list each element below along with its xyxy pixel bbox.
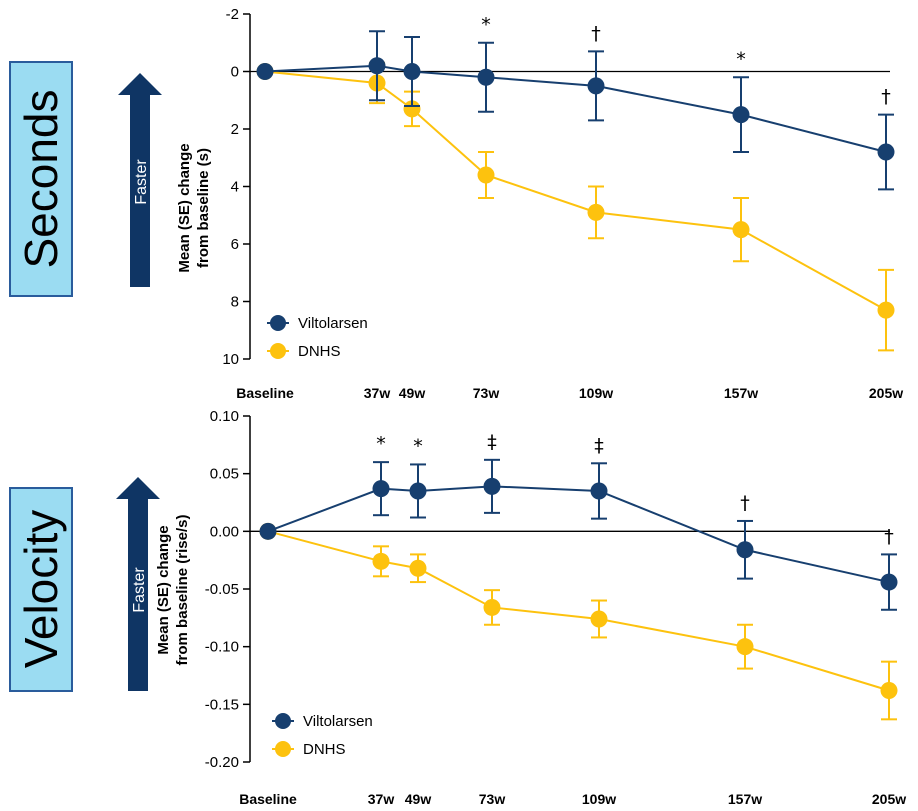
data-point-dnhs (483, 598, 501, 616)
y-tick-label: -0.05 (205, 581, 239, 598)
x-tick-label: 109w (579, 385, 613, 401)
data-point-dnhs (372, 552, 390, 570)
data-point-viltolarsen (372, 480, 390, 498)
seconds-plot: -2 0 2 4 6 8 10 Baseline 37w 49w 73w 109w 157w 205w * †… (222, 6, 903, 401)
seconds-side-panel: Seconds Faster Mean (SE) change from bas… (9, 61, 212, 297)
significance-marker: ‡ (487, 431, 497, 453)
data-point-dnhs (587, 203, 605, 221)
y-tick-label: -0.15 (205, 696, 239, 713)
y-tick-label: -0.10 (205, 639, 239, 656)
data-point-viltolarsen (483, 477, 501, 495)
x-tick-label: Baseline (236, 385, 294, 401)
data-point-dnhs (409, 559, 427, 577)
y-tick-label: 0.05 (210, 466, 239, 483)
legend-marker (275, 741, 291, 757)
seconds-label: Seconds (15, 89, 67, 268)
legend-marker (275, 713, 291, 729)
series-line-dnhs (264, 70, 887, 311)
y-tick-label: 10 (222, 351, 239, 368)
y-axis-label-line2: from baseline (rise/s) (174, 515, 191, 666)
data-point-viltolarsen (368, 57, 386, 75)
data-point-viltolarsen (877, 143, 895, 161)
x-tick-label: 157w (728, 791, 762, 807)
x-tick-label: 109w (582, 791, 616, 807)
y-axis-label-line1: Mean (SE) change (155, 525, 172, 654)
significance-marker: * (413, 435, 423, 457)
faster-label: Faster (133, 159, 150, 205)
y-tick-label: 6 (231, 236, 239, 253)
y-tick-label: 8 (231, 294, 239, 311)
data-point-viltolarsen (590, 482, 608, 500)
x-tick-label: 37w (368, 791, 395, 807)
faster-arrow-icon (118, 73, 162, 287)
y-tick-label: -2 (226, 6, 239, 23)
data-point-viltolarsen (477, 68, 495, 86)
velocity-plot: 0.10 0.05 0.00 -0.05 -0.10 -0.15 -0.20 Baseline… (205, 408, 906, 807)
legend-label: DNHS (298, 343, 341, 360)
x-tick-label: 49w (399, 385, 426, 401)
legend-label: DNHS (303, 741, 346, 758)
velocity-side-panel: Velocity Faster Mean (SE) change from ba… (9, 477, 191, 692)
data-point-dnhs (403, 100, 421, 118)
y-tick-label: 4 (231, 179, 239, 196)
data-point-dnhs (736, 638, 754, 656)
data-point-viltolarsen (409, 482, 427, 500)
significance-marker: † (740, 492, 750, 514)
legend-marker (270, 315, 286, 331)
x-tick-label: 37w (364, 385, 391, 401)
series-line-viltolarsen (267, 485, 890, 584)
data-point-dnhs (732, 221, 750, 239)
significance-marker: * (736, 48, 746, 70)
faster-arrow-icon (116, 477, 160, 691)
y-tick-label: 2 (231, 121, 239, 138)
data-point-dnhs (477, 166, 495, 184)
x-tick-label: 205w (869, 385, 903, 401)
velocity-label-box (9, 487, 73, 692)
series-line-viltolarsen (264, 64, 887, 153)
y-tick-label: 0.10 (210, 408, 239, 425)
y-tick-label: -0.20 (205, 754, 239, 771)
data-point-viltolarsen (403, 63, 421, 80)
significance-marker: ‡ (594, 434, 604, 456)
data-point-viltolarsen (880, 573, 898, 591)
x-tick-label: 73w (473, 385, 500, 401)
significance-marker: † (884, 525, 894, 547)
data-point-viltolarsen (732, 106, 750, 124)
x-tick-label: 49w (405, 791, 432, 807)
y-tick-label: 0 (231, 64, 239, 81)
data-point-dnhs (880, 681, 898, 699)
y-axis-label-line2: from baseline (s) (195, 148, 212, 268)
x-tick-label: 157w (724, 385, 758, 401)
legend-label: Viltolarsen (298, 315, 368, 332)
data-point-viltolarsen (259, 522, 277, 540)
x-tick-label: 73w (479, 791, 506, 807)
x-tick-label: Baseline (239, 791, 297, 807)
data-point-dnhs (590, 610, 608, 628)
y-tick-label: 0.00 (210, 523, 239, 540)
faster-label: Faster (131, 567, 148, 613)
legend-label: Viltolarsen (303, 713, 373, 730)
significance-marker: † (881, 86, 891, 108)
data-point-viltolarsen (736, 541, 754, 559)
data-point-viltolarsen (256, 63, 274, 80)
significance-marker: * (376, 433, 386, 455)
series-line-dnhs (267, 530, 890, 692)
data-point-dnhs (877, 301, 895, 319)
significance-marker: * (481, 14, 491, 36)
seconds-label-box (9, 61, 73, 297)
legend-marker (270, 343, 286, 359)
y-axis-label-line1: Mean (SE) change (176, 143, 193, 272)
data-point-viltolarsen (587, 77, 605, 95)
velocity-label: Velocity (15, 510, 67, 669)
x-tick-label: 205w (872, 791, 906, 807)
significance-marker: † (591, 22, 601, 44)
